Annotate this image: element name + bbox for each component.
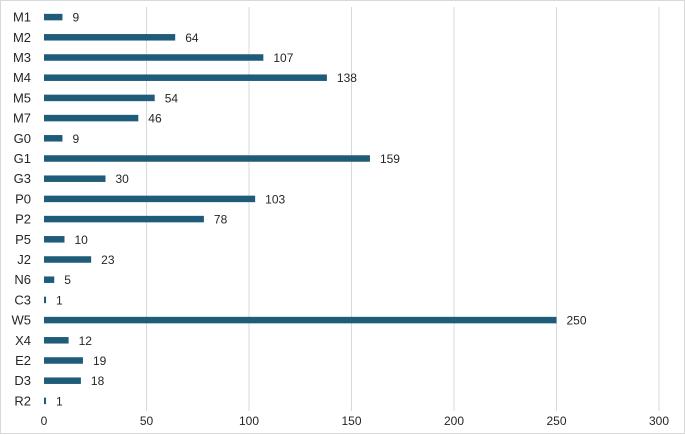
data-label-M7: 46 [148, 112, 162, 126]
data-label-W5: 250 [567, 314, 587, 328]
category-label-M5: M5 [13, 90, 31, 105]
category-label-W5: W5 [12, 313, 32, 328]
bar-M7 [44, 114, 139, 122]
x-tick-label-250: 250 [546, 414, 566, 428]
data-label-P0: 103 [265, 192, 285, 206]
data-label-M2: 64 [185, 31, 199, 45]
data-label-M3: 107 [273, 51, 293, 65]
category-label-M1: M1 [13, 10, 31, 25]
data-label-G0: 9 [72, 132, 79, 146]
bar-M5 [44, 94, 155, 102]
bar-C3 [44, 296, 47, 304]
category-label-G3: G3 [14, 171, 31, 186]
bar-G3 [44, 175, 106, 182]
bar-X4 [44, 337, 69, 344]
category-label-R2: R2 [14, 393, 31, 408]
bar-M3 [44, 54, 264, 61]
bars [44, 13, 557, 405]
data-label-G3: 30 [116, 172, 130, 186]
data-label-N6: 5 [64, 273, 71, 287]
category-label-P5: P5 [15, 232, 31, 247]
category-label-P2: P2 [15, 212, 31, 227]
bar-D3 [44, 377, 81, 384]
bar-P2 [44, 215, 204, 223]
category-label-M2: M2 [13, 30, 31, 45]
bar-G1 [44, 155, 370, 162]
category-label-M4: M4 [13, 70, 31, 85]
x-tick-label-100: 100 [239, 414, 259, 428]
bar-P0 [44, 195, 256, 203]
data-label-G1: 159 [380, 152, 400, 166]
category-labels: M1 M2 M3 M4 M5 M7 G0 G1 G3 P0 P2 P5 J2 N6 C3 W5 X4 E2 D3 R2 [12, 10, 32, 409]
data-label-D3: 18 [91, 374, 105, 388]
category-label-G0: G0 [14, 131, 31, 146]
data-label-P2: 78 [214, 213, 228, 227]
data-label-M4: 138 [337, 71, 357, 85]
category-label-P0: P0 [15, 191, 31, 206]
data-label-M5: 54 [165, 91, 179, 105]
category-label-M3: M3 [13, 50, 31, 65]
data-label-C3: 1 [56, 293, 63, 307]
x-tick-label-300: 300 [649, 414, 669, 428]
x-axis-tick-labels: 0 50 100 150 200 250 300 [41, 414, 670, 428]
bar-J2 [44, 256, 92, 263]
data-label-X4: 12 [79, 334, 93, 348]
bar-E2 [44, 357, 83, 364]
x-tick-label-0: 0 [41, 414, 48, 428]
bar-N6 [44, 276, 55, 283]
data-label-J2: 23 [101, 253, 115, 267]
bar-G0 [44, 135, 63, 142]
x-tick-label-200: 200 [444, 414, 464, 428]
x-tick-label-50: 50 [140, 414, 154, 428]
x-tick-label-150: 150 [341, 414, 361, 428]
data-label-E2: 19 [93, 354, 107, 368]
bar-W5 [44, 316, 557, 324]
category-label-X4: X4 [15, 333, 31, 348]
bar-P5 [44, 236, 65, 243]
category-label-E2: E2 [15, 353, 31, 368]
category-label-J2: J2 [17, 252, 31, 267]
data-label-M1: 9 [72, 11, 79, 25]
category-label-N6: N6 [14, 272, 31, 287]
grid-lines [146, 7, 660, 411]
data-label-R2: 1 [56, 394, 63, 408]
category-label-D3: D3 [14, 373, 31, 388]
category-label-G1: G1 [14, 151, 31, 166]
bar-M2 [44, 34, 176, 41]
data-label-P5: 10 [75, 233, 89, 247]
bar-M1 [44, 13, 63, 21]
category-label-M7: M7 [13, 111, 31, 126]
bar-M4 [44, 74, 327, 81]
category-label-C3: C3 [14, 292, 31, 307]
bar-R2 [44, 397, 47, 405]
